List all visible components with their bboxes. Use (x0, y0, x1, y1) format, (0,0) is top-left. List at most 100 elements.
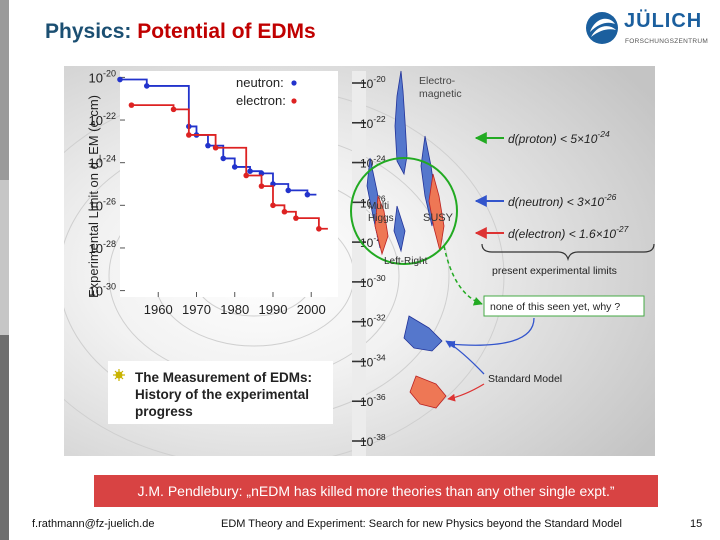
neutron-limit-exponent: -26 (604, 192, 617, 202)
y-tick-exponent: -22 (103, 111, 116, 121)
theory-axis-exponent: -22 (373, 114, 386, 124)
history-caption: The Measurement of EDMs: History of the … (108, 361, 333, 424)
theory-axis-exponent: -36 (373, 392, 386, 402)
theory-axis-label: 10-32 (360, 313, 386, 330)
multi-higgs-label-line-1: Multi (368, 201, 389, 212)
theory-axis-label: 10-38 (360, 432, 386, 449)
y-tick-base: 10 (89, 113, 103, 128)
footer-author: f.rathmann@fz-juelich.de (32, 518, 155, 530)
susy-label: SUSY (423, 212, 454, 224)
caption-line-1: The Measurement of EDMs: (135, 370, 312, 385)
proton-limit-exponent: -24 (597, 129, 610, 139)
series-electron-point (186, 132, 192, 138)
electromagnetic-label-line-2: magnetic (419, 88, 462, 100)
unseen-label: none of this seen yet, why ? (490, 301, 620, 313)
neutron-limit-text: d(neutron) < 3×10-26 (508, 192, 617, 209)
electron-limit-exponent: -27 (616, 224, 629, 234)
y-tick-exponent: -28 (103, 239, 116, 249)
left-right-region (393, 205, 406, 253)
series-neutron-point (117, 76, 123, 83)
multi-higgs-red-region (374, 195, 389, 256)
pendlebury-quote: J.M. Pendlebury: „nEDM has killed more t… (94, 475, 658, 507)
sidebar-bar-bottom (0, 335, 9, 540)
y-tick-base: 10 (89, 198, 103, 213)
theory-axis-bar (352, 71, 366, 456)
series-neutron-point (304, 191, 311, 198)
logo-emblem-icon (586, 12, 618, 44)
y-tick-base: 10 (89, 241, 103, 256)
title-prefix: Physics: (45, 20, 138, 43)
y-tick-label: 10-22 (89, 111, 116, 128)
standard-model-red-region (409, 375, 447, 409)
theory-axis-exponent: -38 (373, 432, 386, 442)
standard-model-to-electron-arrow (447, 383, 485, 402)
proton-limit-value: d(proton) < 5×10 (508, 132, 598, 146)
theory-axis-exponent: -26 (373, 193, 386, 203)
y-tick-exponent: -26 (103, 196, 116, 206)
theory-axis-label: 10-34 (360, 352, 386, 369)
legend-electron-marker (291, 98, 297, 104)
circle-to-unseen-arrow (443, 245, 483, 306)
proton-limit-text: d(proton) < 5×10-24 (508, 129, 610, 146)
caption-line-3: progress (135, 404, 193, 419)
history-y-axis-label: Experimental Limit on d_EM (e.cm) (86, 95, 101, 298)
electron-limit-text: d(electron) < 1.6×10-27 (508, 224, 629, 241)
standard-model-to-neutron-arrow (445, 340, 485, 375)
theory-axis-base: 10 (360, 395, 374, 409)
x-tick-label: 2000 (297, 302, 326, 317)
series-electron-point (128, 102, 135, 108)
logo-subtitle: FORSCHUNGSZENTRUM (625, 38, 709, 45)
legend-neutron-marker (291, 80, 297, 86)
series-neutron-point (247, 168, 253, 175)
theory-axis-base: 10 (360, 435, 374, 449)
electromagnetic-region (394, 70, 408, 176)
series-neutron-point (220, 155, 227, 162)
caption-line-2: History of the experimental (135, 387, 309, 402)
series-electron-point (281, 208, 288, 215)
sidebar-bar-top (0, 0, 9, 180)
y-tick-exponent: -30 (103, 282, 116, 292)
theory-axis-exponent: -34 (373, 352, 386, 362)
series-electron-point (293, 215, 299, 221)
theory-axis-label: 10-36 (360, 392, 386, 409)
juelich-logo: JÜLICH FORSCHUNGSZENTRUM (584, 8, 714, 52)
edm-figure-svg: Experimental Limit on d_EM (e.cm) 10-201… (64, 66, 655, 456)
history-chart: Experimental Limit on d_EM (e.cm) 10-201… (86, 68, 338, 317)
electromagnetic-label-line-1: Electro- (419, 75, 456, 87)
theory-axis-exponent: -20 (373, 74, 386, 84)
series-electron-point (243, 172, 250, 179)
caption-bullet-icon (113, 369, 125, 381)
multi-higgs-label-line-2: Higgs (368, 213, 394, 224)
y-tick-exponent: -24 (103, 154, 116, 164)
theory-axis-label: 10-22 (360, 114, 386, 131)
x-tick-label: 1970 (182, 302, 211, 317)
x-tick-label: 1960 (144, 302, 173, 317)
y-tick-exponent: -20 (103, 68, 116, 78)
y-tick-label: 10-24 (89, 154, 116, 171)
limits-brace (481, 243, 655, 262)
footer-subject: EDM Theory and Experiment: Search for ne… (221, 518, 622, 530)
page-number: 15 (690, 518, 703, 530)
series-electron-point (258, 183, 265, 189)
current-reach-circle (350, 157, 458, 265)
y-tick-base: 10 (89, 70, 103, 85)
theory-diagram: 10-2010-2210-2410-2610-2810-3010-3210-34… (350, 70, 655, 456)
present-limits-label: present experimental limits (492, 265, 617, 277)
edm-figure: Experimental Limit on d_EM (e.cm) 10-20 1… (64, 66, 655, 456)
series-neutron-point (143, 83, 150, 89)
y-tick-base: 10 (89, 284, 103, 299)
logo-name: JÜLICH (624, 10, 703, 32)
theory-axis-base: 10 (360, 117, 374, 131)
legend-neutron-label: neutron: (236, 75, 284, 90)
theory-axis-base: 10 (360, 355, 374, 369)
neutron-limit-value: d(neutron) < 3×10 (508, 195, 604, 209)
standard-model-blue-region (403, 315, 443, 352)
y-tick-label: 10-20 (89, 68, 116, 85)
history-plot-area (120, 71, 338, 297)
caption-box (108, 361, 333, 424)
unseen-to-standard-model-arrow (447, 317, 535, 349)
series-neutron-point (285, 187, 292, 194)
sidebar-bar-middle (0, 180, 9, 335)
x-tick-label: 1990 (259, 302, 288, 317)
y-tick-label: 10-28 (89, 239, 116, 256)
